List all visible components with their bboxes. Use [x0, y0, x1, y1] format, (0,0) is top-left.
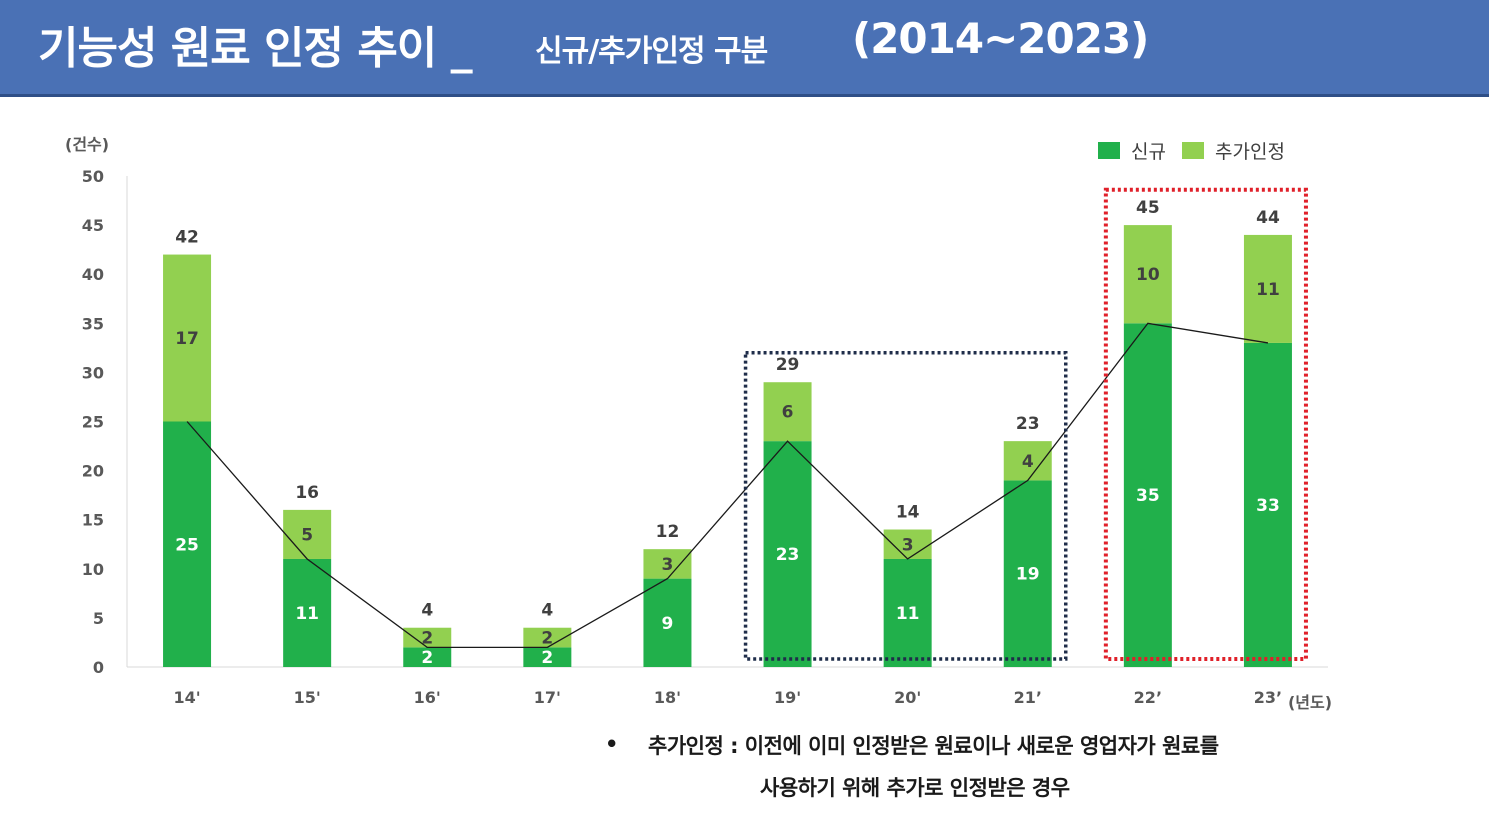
- data-label-total: 12: [656, 522, 680, 542]
- data-label-total: 23: [1016, 414, 1040, 434]
- bar-added-3: [523, 627, 572, 648]
- data-label-new: 23: [776, 545, 800, 565]
- x-tick-label: 15': [294, 688, 321, 707]
- bar-added-8: [1123, 225, 1172, 324]
- data-label-added: 5: [301, 525, 313, 545]
- y-tick-label: 20: [82, 462, 104, 481]
- data-label-added: 11: [1256, 280, 1280, 300]
- x-tick-label: 20': [894, 688, 921, 707]
- data-label-added: 10: [1136, 265, 1160, 285]
- data-label-total: 29: [776, 355, 800, 375]
- footnote-line-2: 사용하기 위해 추가로 인정받은 경우: [760, 776, 1070, 800]
- data-label-added: 17: [175, 329, 199, 349]
- bar-added-0: [163, 254, 212, 422]
- bar-added-9: [1243, 234, 1292, 343]
- data-label-new: 25: [175, 535, 199, 555]
- legend-swatch-added: [1182, 142, 1204, 159]
- bar-added-2: [403, 627, 452, 648]
- bar-added-1: [283, 509, 332, 559]
- x-tick-label: 19': [774, 688, 801, 707]
- legend-swatch-new: [1098, 142, 1120, 159]
- footnote-line-1: 추가인정 : 이전에 이미 인정받은 원료이나 새로운 영업자가 원료를: [648, 734, 1219, 758]
- x-tick-label: 16': [414, 688, 441, 707]
- y-tick-label: 45: [82, 216, 104, 235]
- bar-new-2: [403, 647, 452, 667]
- data-label-added: 2: [541, 629, 553, 649]
- x-tick-label: 21’: [1014, 688, 1042, 707]
- y-tick-label: 25: [82, 413, 104, 432]
- footnote-bullet: •: [605, 732, 618, 756]
- x-tick-label: 18': [654, 688, 681, 707]
- y-tick-label: 30: [82, 363, 104, 382]
- trend-line: [186, 322, 1269, 649]
- data-label-total: 45: [1136, 198, 1160, 218]
- x-tick-label: 22’: [1134, 688, 1162, 707]
- x-tick-label: 14': [173, 688, 200, 707]
- data-label-added: 6: [782, 403, 794, 423]
- data-label-total: 16: [295, 483, 319, 503]
- bar-new-6: [883, 558, 932, 667]
- data-label-total: 4: [541, 601, 553, 621]
- legend-label-added: 추가인정: [1215, 141, 1285, 163]
- bar-added-7: [1003, 441, 1052, 481]
- data-label-added: 3: [902, 535, 914, 555]
- bar-added-5: [763, 382, 812, 442]
- y-tick-label: 15: [82, 511, 104, 530]
- highlight-box-1: [1103, 187, 1308, 662]
- bar-added-4: [643, 549, 692, 579]
- y-tick-label: 10: [82, 560, 104, 579]
- y-axis-label: (건수): [65, 135, 109, 154]
- y-tick-label: 5: [93, 609, 104, 628]
- page-title: 기능성 원료 인정 추이 _: [38, 23, 473, 74]
- page-subtitle: 신규/추가인정 구분: [535, 34, 768, 69]
- data-label-added: 2: [421, 629, 433, 649]
- data-label-added: 4: [1022, 452, 1034, 472]
- data-label-total: 14: [896, 503, 920, 523]
- data-label-added: 3: [662, 555, 674, 575]
- bar-new-4: [643, 578, 692, 667]
- data-label-new: 11: [295, 604, 319, 624]
- bar-added-6: [883, 529, 932, 559]
- legend-label-new: 신규: [1131, 141, 1166, 163]
- data-label-new: 19: [1016, 565, 1040, 585]
- bar-new-3: [523, 647, 572, 667]
- y-tick-label: 35: [82, 314, 104, 333]
- y-tick-label: 0: [93, 658, 104, 677]
- x-tick-label: 23’: [1254, 688, 1282, 707]
- bar-new-7: [1003, 480, 1052, 667]
- data-label-new: 11: [896, 604, 920, 624]
- x-axis-label: (년도): [1288, 693, 1332, 712]
- x-tick-label: 17': [534, 688, 561, 707]
- data-label-new: 35: [1136, 486, 1160, 506]
- data-label-total: 42: [175, 228, 199, 248]
- header-banner: 기능성 원료 인정 추이 _ 신규/추가인정 구분 (2014~2023): [0, 0, 1489, 97]
- bar-new-0: [163, 421, 212, 667]
- bar-new-5: [763, 441, 812, 667]
- data-label-new: 9: [662, 614, 674, 634]
- y-tick-label: 40: [82, 265, 104, 284]
- data-label-new: 2: [421, 648, 433, 668]
- data-label-total: 44: [1256, 208, 1280, 228]
- page-title-years: (2014~2023): [852, 14, 1149, 63]
- data-label-new: 33: [1256, 496, 1280, 516]
- y-tick-label: 50: [82, 167, 104, 186]
- data-label-total: 4: [421, 601, 433, 621]
- data-label-new: 2: [541, 648, 553, 668]
- bar-new-8: [1123, 323, 1172, 667]
- highlight-box-0: [743, 351, 1068, 661]
- bar-new-1: [283, 558, 332, 667]
- bar-new-9: [1243, 342, 1292, 667]
